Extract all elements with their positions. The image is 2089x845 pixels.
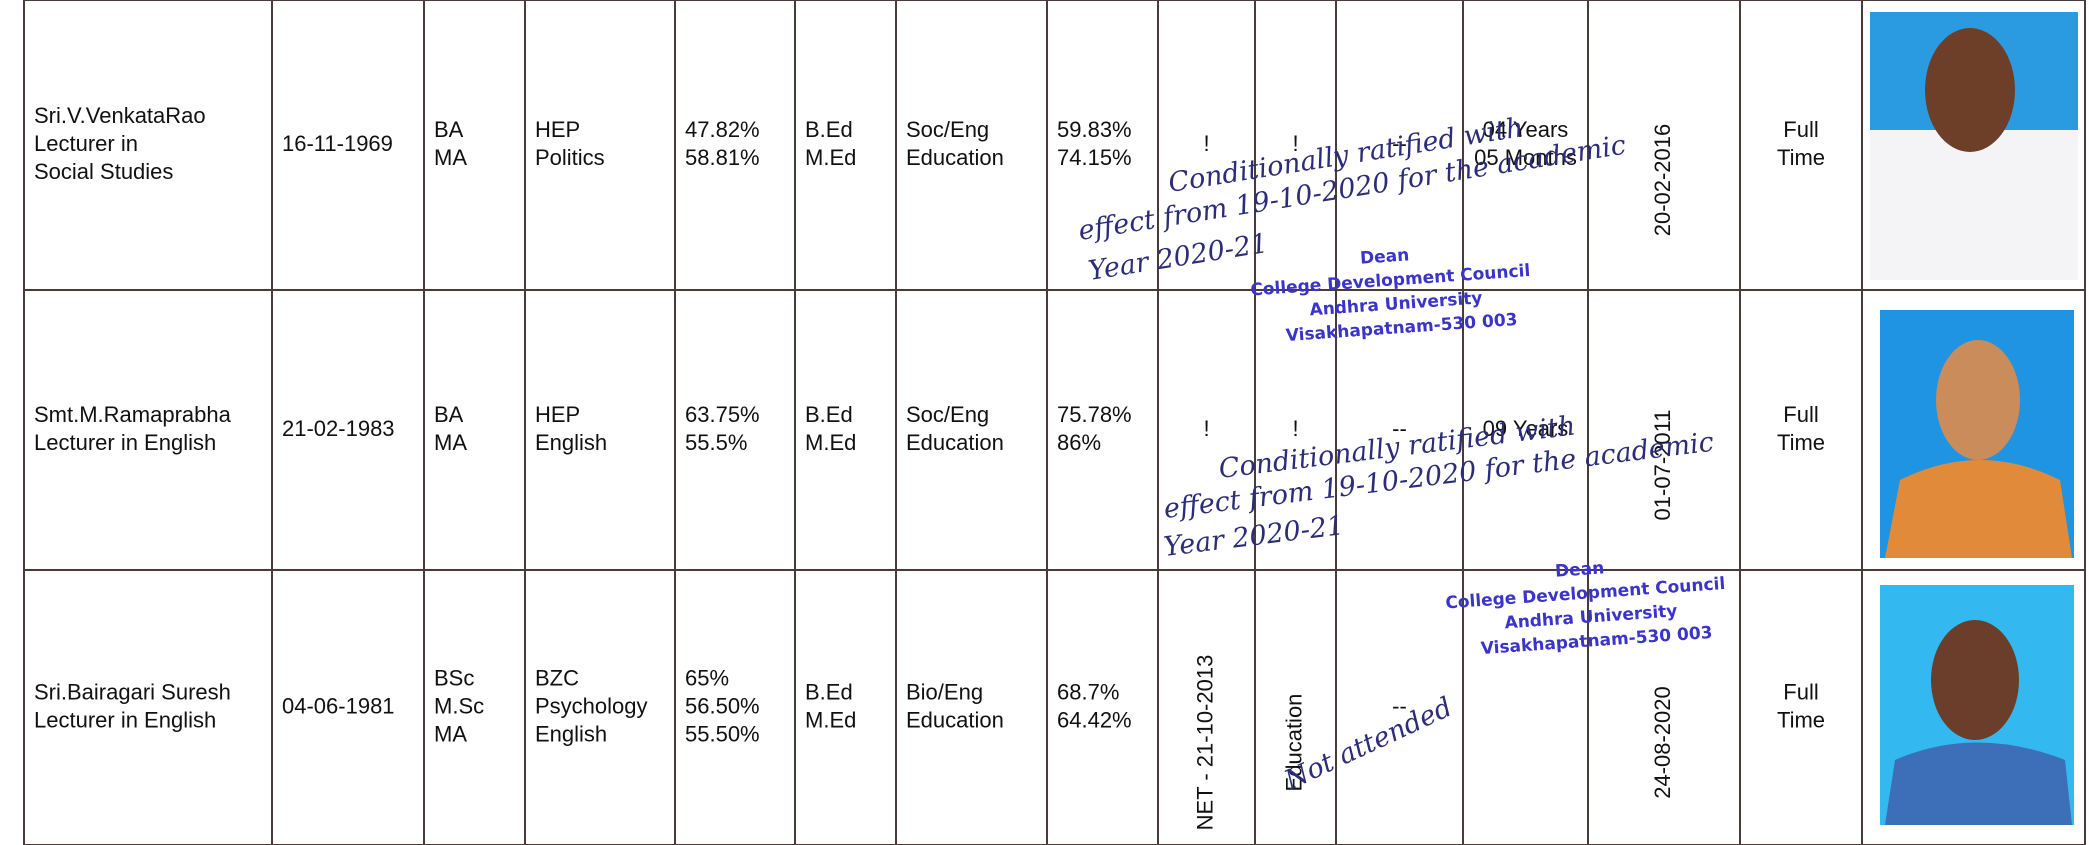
photos [1870, 12, 2078, 825]
cell-text: 58.81% [685, 145, 760, 170]
photo-shirt [1885, 742, 2072, 825]
cell-text: Education [1281, 694, 1306, 792]
cell-text: -- [1392, 131, 1407, 156]
cell-text: M.Ed [805, 145, 856, 170]
cell-text: Time [1777, 707, 1825, 732]
cell-text: 65% [685, 665, 729, 690]
cell-text: MA [434, 145, 467, 170]
cell-text: -- [1392, 693, 1407, 718]
cell-text: Education [906, 430, 1004, 455]
cell-text: English [535, 721, 607, 746]
table: Sri.V.VenkataRao Lecturer in Social Studie… [34, 103, 1825, 831]
cell-text: -- [1392, 416, 1407, 441]
cell-text: 20-02-2016 [1650, 124, 1675, 237]
cell-text: 74.15% [1057, 145, 1132, 170]
cell-text: B.Ed [805, 679, 853, 704]
cell-text: 64.42% [1057, 707, 1132, 732]
cell-text: 21-02-1983 [282, 416, 395, 441]
cell-text: MA [434, 430, 467, 455]
cell-text: Education [906, 145, 1004, 170]
cell-text: M.Ed [805, 707, 856, 732]
cell-text: Full [1783, 679, 1818, 704]
cell-text: MA [434, 721, 467, 746]
cell-text: Bio/Eng [906, 679, 983, 704]
stamp-text: Dean [1359, 245, 1409, 268]
photo-face [1936, 340, 2020, 460]
cell-text: ! [1292, 416, 1298, 441]
cell-text: 24-08-2020 [1650, 686, 1675, 799]
cell-text: ! [1203, 131, 1209, 156]
cell-text: Time [1777, 430, 1825, 455]
photo-saree [1885, 460, 2072, 558]
cell-text: Full [1783, 117, 1818, 142]
cell-text: 56.50% [685, 693, 760, 718]
cell-text: 55.50% [685, 721, 760, 746]
cell-text: HEP [535, 402, 580, 427]
cell-text: Soc/Eng [906, 117, 989, 142]
cell-text: M.Sc [434, 693, 484, 718]
photo-face [1931, 620, 2019, 740]
cell-text: 04 Years [1483, 117, 1569, 142]
cell-text: ! [1292, 131, 1298, 156]
cell-text: NET - 21-10-2013 [1192, 655, 1217, 831]
cell-text: Lecturer in [34, 131, 138, 156]
cell-text: Lecturer in English [34, 430, 216, 455]
cell-text: English [535, 430, 607, 455]
cell-text: Education [906, 707, 1004, 732]
cell-text: Psychology [535, 693, 648, 718]
cell-text: BA [434, 117, 464, 142]
cell-text: Smt.M.Ramaprabha [34, 402, 232, 427]
cell-text: 59.83% [1057, 117, 1132, 142]
photo-face [1925, 28, 2015, 152]
cell-text: 16-11-1969 [282, 131, 393, 156]
cell-text: ! [1203, 416, 1209, 441]
cell-text: Social Studies [34, 159, 173, 184]
cell-text: 68.7% [1057, 679, 1119, 704]
cell-text: Soc/Eng [906, 402, 989, 427]
cell-text: BA [434, 402, 464, 427]
cell-text: 04-06-1981 [282, 693, 395, 718]
cell-text: BZC [535, 665, 579, 690]
cell-text: Sri.V.VenkataRao [34, 103, 206, 128]
cell-text: Sri.Bairagari Suresh [34, 679, 231, 704]
stamp-text: Dean [1554, 558, 1604, 581]
cell-text: 75.78% [1057, 402, 1132, 427]
cell-text: 01-07-2011 [1650, 410, 1675, 521]
cell-text: Politics [535, 145, 605, 170]
cell-text: Full [1783, 402, 1818, 427]
photo-shirt [1870, 130, 2078, 280]
cell-text: Time [1777, 145, 1825, 170]
cell-text: B.Ed [805, 402, 853, 427]
cell-text: 63.75% [685, 402, 760, 427]
cell-text: Lecturer in English [34, 707, 216, 732]
cell-text: 05 Months [1474, 145, 1577, 170]
cell-text: HEP [535, 117, 580, 142]
cell-text: M.Ed [805, 430, 856, 455]
cell-text: 47.82% [685, 117, 760, 142]
cell-text: B.Ed [805, 117, 853, 142]
cell-text: 86% [1057, 430, 1101, 455]
cell-text: 09 Years [1483, 416, 1569, 441]
table-grid [23, 0, 2086, 845]
cell-text: BSc [434, 665, 474, 690]
cell-text: 55.5% [685, 430, 747, 455]
